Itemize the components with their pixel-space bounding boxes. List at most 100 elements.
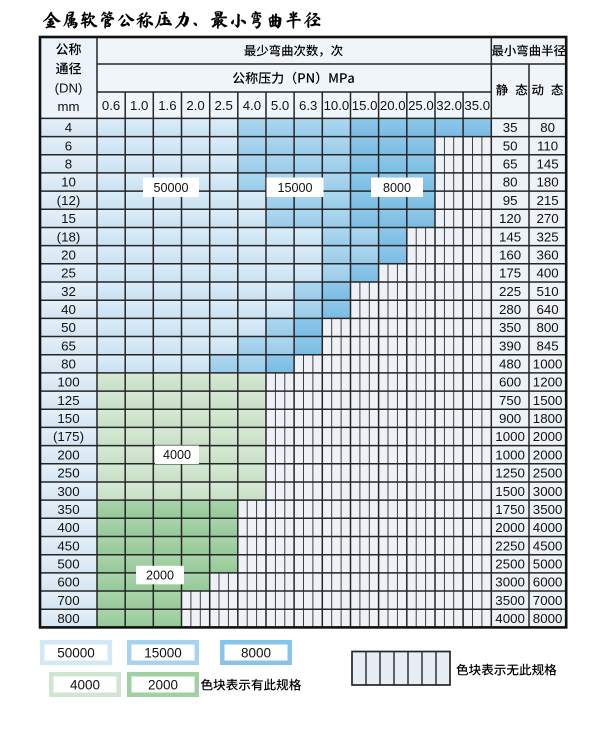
svg-text:2000: 2000	[148, 677, 178, 692]
svg-text:20: 20	[61, 247, 76, 262]
svg-text:15000: 15000	[277, 181, 312, 195]
svg-text:215: 215	[537, 193, 559, 208]
svg-text:845: 845	[537, 338, 559, 353]
svg-text:20.0: 20.0	[380, 98, 406, 113]
svg-text:0.6: 0.6	[102, 98, 120, 113]
svg-text:6000: 6000	[533, 575, 563, 590]
svg-text:800: 800	[57, 611, 79, 626]
svg-text:3000: 3000	[533, 484, 563, 499]
svg-text:1000: 1000	[533, 357, 563, 372]
svg-text:360: 360	[537, 247, 559, 262]
svg-text:15.0: 15.0	[352, 98, 378, 113]
svg-text:(175): (175)	[53, 429, 84, 444]
svg-text:1.0: 1.0	[130, 98, 148, 113]
svg-text:6: 6	[65, 138, 72, 153]
svg-text:1000: 1000	[495, 429, 525, 444]
svg-text:350: 350	[499, 320, 521, 335]
svg-text:1200: 1200	[533, 375, 563, 390]
svg-text:125: 125	[57, 393, 79, 408]
svg-text:250: 250	[57, 466, 79, 481]
svg-text:50: 50	[61, 320, 76, 335]
svg-text:800: 800	[537, 320, 559, 335]
svg-text:270: 270	[537, 211, 559, 226]
svg-text:400: 400	[57, 520, 79, 535]
svg-text:4000: 4000	[163, 448, 191, 462]
svg-text:145: 145	[537, 157, 559, 172]
svg-text:350: 350	[57, 502, 79, 517]
svg-text:200: 200	[57, 447, 79, 462]
svg-text:300: 300	[57, 484, 79, 499]
svg-text:50000: 50000	[153, 181, 188, 195]
svg-text:32.0: 32.0	[436, 98, 462, 113]
svg-text:80: 80	[540, 120, 555, 135]
svg-text:4500: 4500	[533, 538, 563, 553]
svg-text:2250: 2250	[495, 538, 525, 553]
svg-text:2000: 2000	[146, 569, 174, 583]
svg-text:4000: 4000	[533, 520, 563, 535]
svg-text:(DN): (DN)	[55, 81, 83, 96]
svg-text:500: 500	[57, 557, 79, 572]
svg-text:50: 50	[503, 138, 518, 153]
svg-text:2.5: 2.5	[215, 98, 233, 113]
svg-text:2000: 2000	[495, 520, 525, 535]
svg-text:225: 225	[499, 284, 521, 299]
svg-text:1800: 1800	[533, 411, 563, 426]
svg-text:(12): (12)	[57, 193, 81, 208]
svg-text:4000: 4000	[70, 677, 100, 692]
svg-text:1000: 1000	[495, 447, 525, 462]
svg-text:5000: 5000	[533, 557, 563, 572]
svg-text:4.0: 4.0	[243, 98, 261, 113]
svg-text:2500: 2500	[495, 557, 525, 572]
svg-text:1.6: 1.6	[158, 98, 176, 113]
svg-text:15: 15	[61, 211, 76, 226]
svg-text:65: 65	[503, 157, 518, 172]
svg-text:(18): (18)	[57, 229, 81, 244]
svg-text:480: 480	[499, 357, 521, 372]
svg-text:145: 145	[499, 229, 521, 244]
svg-text:1500: 1500	[533, 393, 563, 408]
svg-text:2500: 2500	[533, 466, 563, 481]
svg-text:8000: 8000	[533, 611, 563, 626]
svg-text:25.0: 25.0	[408, 98, 434, 113]
svg-text:10: 10	[61, 175, 76, 190]
svg-text:4: 4	[65, 120, 72, 135]
svg-text:120: 120	[499, 211, 521, 226]
svg-text:8000: 8000	[241, 645, 271, 660]
svg-text:900: 900	[499, 411, 521, 426]
svg-text:280: 280	[499, 302, 521, 317]
svg-text:1500: 1500	[495, 484, 525, 499]
svg-text:80: 80	[61, 357, 76, 372]
svg-text:325: 325	[537, 229, 559, 244]
svg-text:25: 25	[61, 266, 76, 281]
svg-text:6.3: 6.3	[299, 98, 317, 113]
svg-text:2000: 2000	[533, 429, 563, 444]
svg-text:4000: 4000	[495, 611, 525, 626]
svg-text:510: 510	[537, 284, 559, 299]
svg-text:7000: 7000	[533, 593, 563, 608]
svg-text:100: 100	[57, 375, 79, 390]
svg-text:3500: 3500	[495, 593, 525, 608]
svg-text:175: 175	[499, 266, 521, 281]
svg-text:50000: 50000	[57, 645, 95, 660]
svg-text:95: 95	[503, 193, 518, 208]
svg-text:600: 600	[499, 375, 521, 390]
svg-text:10.0: 10.0	[324, 98, 350, 113]
svg-text:8000: 8000	[383, 181, 411, 195]
svg-text:600: 600	[57, 575, 79, 590]
svg-text:5.0: 5.0	[271, 98, 289, 113]
svg-text:2000: 2000	[533, 447, 563, 462]
svg-text:35.0: 35.0	[464, 98, 490, 113]
svg-text:180: 180	[537, 175, 559, 190]
svg-text:35: 35	[503, 120, 518, 135]
svg-text:400: 400	[537, 266, 559, 281]
svg-text:150: 150	[57, 411, 79, 426]
svg-text:mm: mm	[58, 99, 80, 114]
svg-text:1750: 1750	[495, 502, 525, 517]
svg-text:15000: 15000	[144, 645, 182, 660]
svg-text:3000: 3000	[495, 575, 525, 590]
svg-text:1250: 1250	[495, 466, 525, 481]
svg-text:80: 80	[503, 175, 518, 190]
svg-text:160: 160	[499, 247, 521, 262]
svg-text:40: 40	[61, 302, 76, 317]
svg-text:110: 110	[537, 138, 558, 153]
